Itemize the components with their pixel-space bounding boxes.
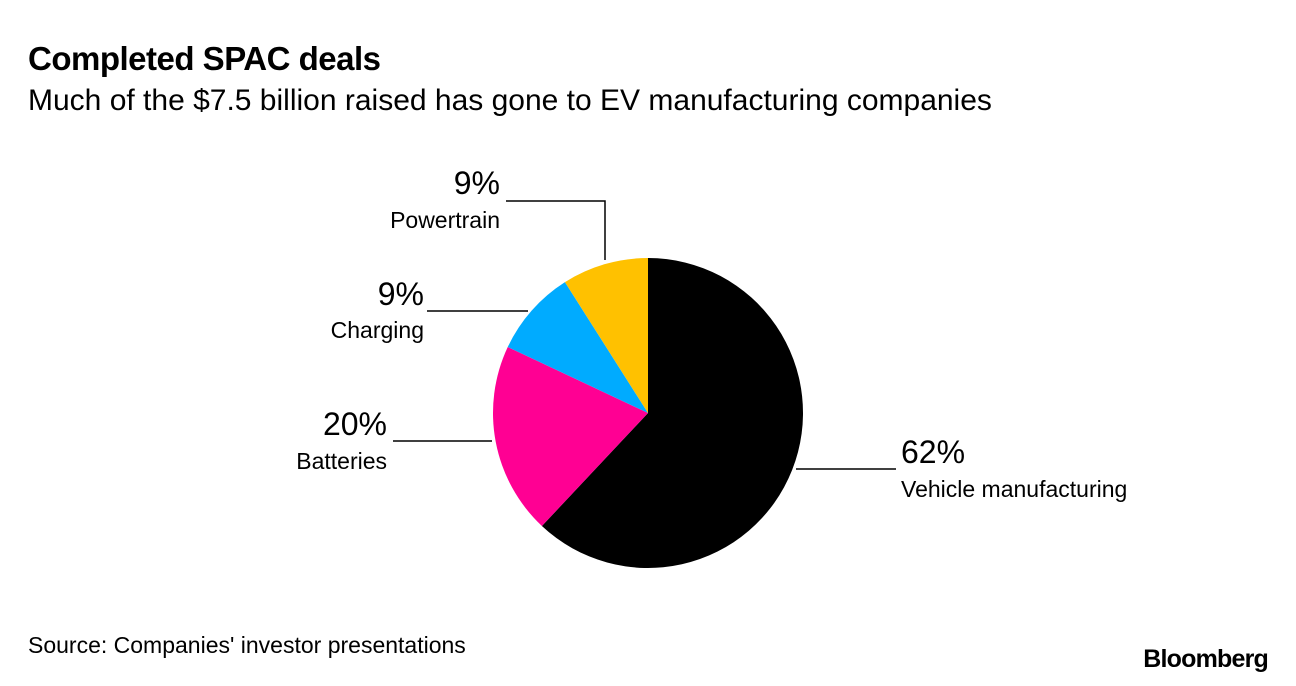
pie-slice-vehicle-manufacturing (541, 258, 804, 568)
slice-category-label-vehicle-manufacturing: Vehicle manufacturing (901, 476, 1127, 502)
leader-line-powertrain (506, 200, 606, 260)
slice-value-label-batteries: 20% (323, 406, 387, 442)
pie-slice-powertrain (564, 258, 648, 413)
slice-value-label-charging: 9% (378, 276, 424, 312)
pie-slice-batteries (492, 347, 648, 526)
bloomberg-logo: Bloomberg (1143, 645, 1269, 673)
slice-category-label-powertrain: Powertrain (390, 207, 500, 233)
chart-subtitle: Much of the $7.5 billion raised has gone… (28, 84, 992, 117)
pie-slices (492, 258, 804, 568)
slice-value-label-powertrain: 9% (454, 165, 500, 201)
slice-category-label-batteries: Batteries (296, 448, 387, 474)
source-note: Source: Companies' investor presentation… (28, 632, 466, 658)
slice-value-label-vehicle-manufacturing: 62% (901, 434, 965, 470)
slice-category-label-charging: Charging (331, 317, 424, 343)
pie-slice-charging (507, 282, 648, 413)
chart-title: Completed SPAC deals (28, 40, 381, 77)
